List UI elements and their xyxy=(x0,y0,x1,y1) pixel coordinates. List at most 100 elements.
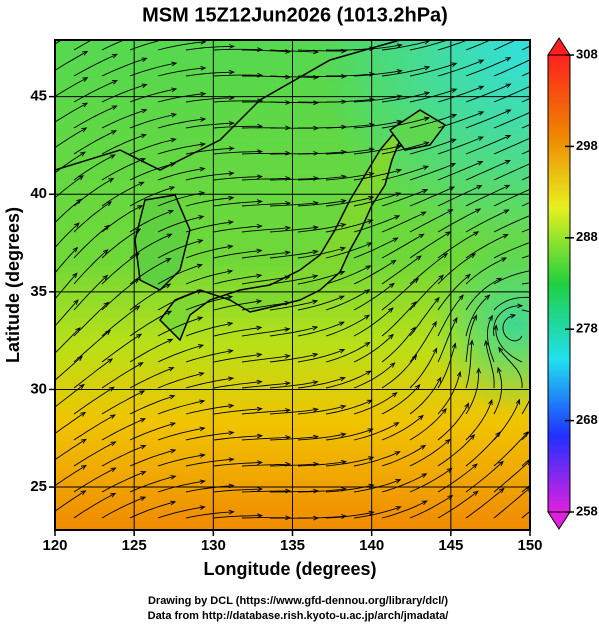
streamline xyxy=(269,275,318,285)
streamline xyxy=(409,321,437,363)
streamline xyxy=(437,463,478,493)
streamline xyxy=(465,209,509,233)
streamline xyxy=(129,395,175,415)
stream-arrow xyxy=(312,325,319,331)
streamline xyxy=(325,342,370,363)
stream-arrow xyxy=(165,258,172,263)
streamline xyxy=(55,222,80,249)
coast-hokkaido xyxy=(388,109,447,151)
stream-arrow xyxy=(421,500,428,506)
streamline xyxy=(437,85,484,103)
streamline xyxy=(129,283,171,311)
stream-arrow xyxy=(170,500,177,506)
streamline xyxy=(381,165,429,181)
stream-arrow xyxy=(80,438,87,444)
streamline xyxy=(213,408,262,415)
streamline xyxy=(381,141,429,155)
streamline xyxy=(185,172,234,181)
stream-arrow xyxy=(503,209,510,215)
stream-arrow xyxy=(196,263,203,269)
streamline xyxy=(325,172,374,181)
streamline xyxy=(409,62,457,77)
stream-arrow xyxy=(395,192,402,197)
stream-arrow xyxy=(477,161,484,166)
streamline xyxy=(101,83,147,103)
streamline xyxy=(381,211,426,233)
streamline xyxy=(493,163,530,181)
stream-arrow xyxy=(257,149,264,154)
stream-arrow xyxy=(488,398,493,406)
streamline xyxy=(55,490,86,512)
stream-arrow xyxy=(416,255,422,261)
stream-arrow xyxy=(108,177,115,183)
stream-arrow xyxy=(284,354,291,359)
stream-arrow xyxy=(76,198,82,204)
streamline xyxy=(325,196,374,207)
streamline xyxy=(465,160,511,181)
stream-arrow xyxy=(227,321,234,327)
stream-arrow xyxy=(368,195,375,201)
streamline xyxy=(409,439,451,467)
streamline xyxy=(101,253,140,285)
streamline xyxy=(73,330,111,363)
stream-arrow xyxy=(340,432,347,438)
streamline xyxy=(129,186,175,207)
stream-arrow xyxy=(285,488,292,494)
streamline xyxy=(129,210,174,233)
streamline xyxy=(493,242,530,259)
streamline xyxy=(465,184,510,207)
stream-arrow xyxy=(104,224,111,231)
streamline xyxy=(129,258,171,285)
streamline xyxy=(437,40,469,51)
stream-arrow xyxy=(478,111,485,116)
stream-arrow xyxy=(469,434,476,440)
streamline xyxy=(241,382,290,389)
stream-arrow xyxy=(422,189,429,194)
credit: Drawing by DCL (https://www.gfd-dennou.o… xyxy=(148,595,448,607)
stream-arrow xyxy=(228,430,235,436)
streamline xyxy=(213,353,262,363)
streamline xyxy=(409,163,456,181)
y-tick-label: 25 xyxy=(30,478,47,495)
streamline xyxy=(353,145,402,155)
stream-arrow xyxy=(136,205,144,210)
stream-arrow xyxy=(72,246,79,253)
streamline xyxy=(241,409,290,415)
streamline xyxy=(185,197,234,207)
stream-arrow xyxy=(80,411,87,417)
streamline xyxy=(73,178,114,207)
streamline xyxy=(485,340,495,389)
streamline xyxy=(101,205,143,233)
streamline xyxy=(381,278,419,311)
streamline xyxy=(409,253,448,285)
streamline xyxy=(409,348,438,389)
streamline xyxy=(241,355,290,363)
stream-arrow xyxy=(256,273,263,279)
stream-arrow xyxy=(498,487,505,494)
streamline xyxy=(185,71,234,77)
streamline xyxy=(353,506,401,519)
stream-arrow xyxy=(200,65,207,71)
x-tick-label: 120 xyxy=(42,537,67,554)
streamline xyxy=(157,239,203,259)
streamline xyxy=(437,317,458,363)
streamline xyxy=(185,350,233,363)
streamline xyxy=(241,302,290,311)
streamline xyxy=(437,208,481,233)
streamline xyxy=(242,49,291,53)
streamline xyxy=(325,399,372,415)
stream-arrow xyxy=(495,431,501,438)
stream-arrow xyxy=(396,144,403,150)
streamline xyxy=(353,392,398,415)
streamline xyxy=(157,400,205,415)
stream-arrow xyxy=(560,28,565,32)
streamline xyxy=(381,189,428,207)
stream-arrow xyxy=(387,307,394,313)
stream-arrow xyxy=(82,24,87,28)
stream-arrow xyxy=(532,29,537,33)
x-tick-label: 150 xyxy=(517,537,542,554)
streamline xyxy=(55,299,79,327)
streamline xyxy=(185,221,233,233)
streamline xyxy=(129,367,174,389)
stream-arrow xyxy=(200,117,207,122)
